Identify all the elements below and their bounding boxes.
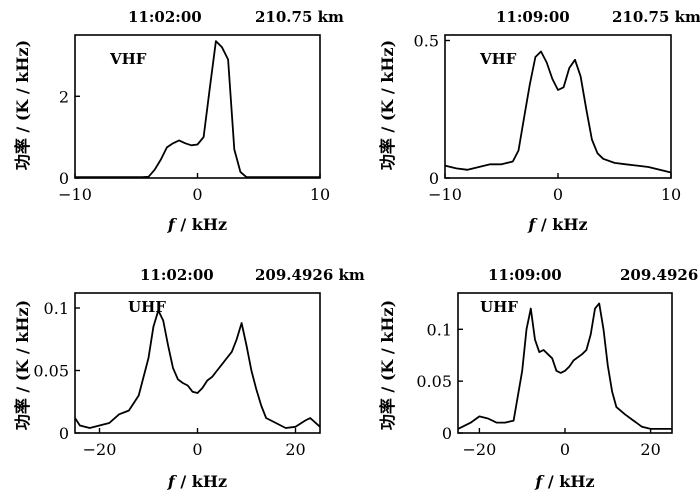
chart-2-title-range: 210.75 km xyxy=(612,8,700,26)
chart-1-y-axis-label: 功率 / (K / kHz) xyxy=(13,40,32,170)
chart-4-y-tick-label: 0.05 xyxy=(416,372,452,391)
chart-2-x-tick-label: 10 xyxy=(661,185,681,204)
chart-3-plot-frame xyxy=(74,292,321,434)
chart-2-x-tick-label: −10 xyxy=(428,185,462,204)
chart-2-series-line xyxy=(444,50,672,174)
chart-4-x-tick-label: 20 xyxy=(640,440,660,459)
chart-1-y-tick-label: 0 xyxy=(59,169,69,188)
chart-2-y-tick-label: 0.5 xyxy=(414,32,439,51)
chart-4-title-range: 209.4926 km xyxy=(620,266,700,284)
chart-4-x-tick-label: 0 xyxy=(560,440,570,459)
chart-1-x-tick-label: 0 xyxy=(192,185,202,204)
chart-3-series-line xyxy=(74,309,321,429)
chart-2-plot-frame xyxy=(444,34,672,179)
chart-4-x-tick-label: −20 xyxy=(463,440,497,459)
chart-3-band-label: UHF xyxy=(128,298,166,316)
chart-3-x-axis-variable: f xyxy=(167,472,178,491)
chart-1-y-tick-label: 2 xyxy=(59,87,69,106)
chart-1-x-axis-label: f / kHz xyxy=(167,215,227,234)
chart-3-x-axis-label: f / kHz xyxy=(167,472,227,491)
chart-4-band-label: UHF xyxy=(480,298,518,316)
chart-3-title-time: 11:02:00 xyxy=(140,266,214,284)
chart-1-title-time: 11:02:00 xyxy=(128,8,202,26)
chart-3-x-axis-unit: / kHz xyxy=(175,472,227,491)
chart-2-x-axis-label: f / kHz xyxy=(527,215,587,234)
chart-2-y-axis-label: 功率 / (K / kHz) xyxy=(378,40,397,170)
chart-1-band-label: VHF xyxy=(109,50,147,68)
chart-4-y-tick-label: 0 xyxy=(442,424,452,443)
chart-3-y-tick-label: 0.05 xyxy=(33,362,69,381)
chart-3-x-tick-label: 0 xyxy=(192,440,202,459)
chart-1-x-tick-label: −10 xyxy=(58,185,92,204)
chart-1-series-line xyxy=(75,40,320,179)
chart-1-x-axis-unit: / kHz xyxy=(175,215,227,234)
chart-3-title-range: 209.4926 km xyxy=(255,266,365,284)
chart-2-y-tick-label: 0 xyxy=(429,169,439,188)
chart-3-y-axis-label: 功率 / (K / kHz) xyxy=(13,300,32,430)
chart-2-x-axis-variable: f xyxy=(527,215,538,234)
chart-2-title-time: 11:09:00 xyxy=(496,8,570,26)
chart-4-x-axis-unit: / kHz xyxy=(542,472,594,491)
chart-3-x-tick-label: −20 xyxy=(83,440,117,459)
chart-2-x-axis-unit: / kHz xyxy=(535,215,587,234)
chart-4-x-axis-label: f / kHz xyxy=(534,472,594,491)
chart-3-y-tick-label: 0.1 xyxy=(44,299,69,318)
chart-4-y-tick-label: 0.1 xyxy=(427,320,452,339)
chart-1-x-tick-label: 10 xyxy=(310,185,330,204)
chart-4-series-line xyxy=(457,302,672,430)
chart-1-title-range: 210.75 km xyxy=(255,8,344,26)
chart-4: −20 0 20 0 0.05 0.1 11:09:00 209.4926 km UHF 功率 /… xyxy=(378,266,700,491)
chart-2-x-tick-label: 0 xyxy=(553,185,563,204)
chart-2-band-label: VHF xyxy=(479,50,517,68)
chart-4-title-time: 11:09:00 xyxy=(488,266,562,284)
chart-4-x-axis-variable: f xyxy=(534,472,545,491)
chart-3: −20 0 20 0 0.05 0.1 11:02:00 209.4926 km UHF 功率 /… xyxy=(13,266,365,491)
chart-4-y-axis-label: 功率 / (K / kHz) xyxy=(378,300,397,430)
chart-1-x-axis-variable: f xyxy=(167,215,178,234)
chart-3-y-tick-label: 0 xyxy=(59,424,69,443)
chart-3-x-tick-label: 20 xyxy=(285,440,305,459)
